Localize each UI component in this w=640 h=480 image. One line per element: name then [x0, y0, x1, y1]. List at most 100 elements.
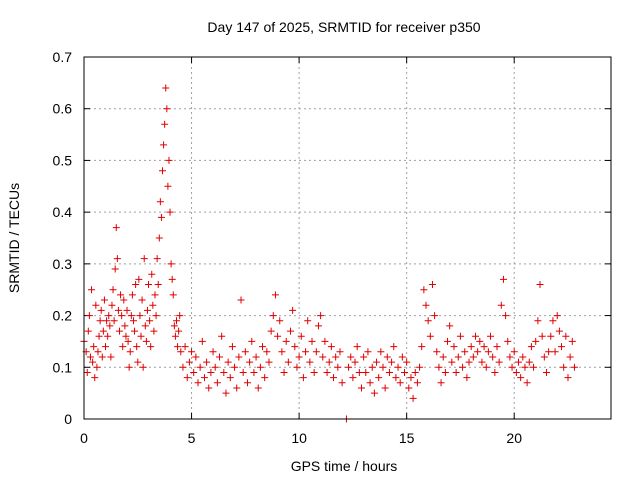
data-point: [508, 363, 516, 371]
axis-ticks: 0 0.1 0.2 0.3 0.4 0.5 0.6 0.7 0 5 10 15 20: [53, 49, 611, 446]
data-point: [157, 213, 165, 221]
data-point: [284, 358, 292, 366]
data-point: [476, 337, 484, 345]
data-point: [383, 353, 391, 361]
data-point: [137, 332, 145, 340]
data-point: [381, 384, 389, 392]
data-point: [154, 281, 162, 289]
data-point: [416, 363, 424, 371]
data-point: [484, 348, 492, 356]
data-point: [336, 348, 344, 356]
chart-title: Day 147 of 2025, SRMTID for receiver p35…: [207, 19, 480, 35]
data-point: [138, 296, 146, 304]
data-point: [98, 353, 106, 361]
data-point: [424, 317, 432, 325]
data-point: [280, 368, 288, 376]
data-point: [547, 332, 555, 340]
y-axis-label: SRMTID / TECUs: [6, 183, 22, 293]
data-point: [222, 389, 230, 397]
data-point: [538, 332, 546, 340]
data-point: [174, 343, 182, 351]
data-point: [308, 337, 316, 345]
data-point: [295, 353, 303, 361]
data-point: [218, 332, 226, 340]
data-point: [545, 348, 553, 356]
data-point: [392, 374, 400, 382]
data-point: [126, 348, 134, 356]
data-point: [267, 327, 275, 335]
data-point: [156, 198, 164, 206]
data-point: [179, 363, 187, 371]
data-point: [388, 358, 396, 366]
data-point: [83, 368, 91, 376]
data-point: [317, 312, 325, 320]
data-point: [129, 317, 137, 325]
data-point: [198, 337, 206, 345]
data-point: [349, 374, 357, 382]
data-point: [134, 358, 142, 366]
data-point: [108, 301, 116, 309]
data-point: [286, 327, 294, 335]
data-point: [121, 322, 129, 330]
x-tick-label: 5: [188, 430, 196, 446]
data-point: [467, 343, 475, 351]
x-tick-label: 10: [291, 430, 307, 446]
data-point: [502, 312, 510, 320]
data-point: [175, 327, 183, 335]
data-point: [99, 327, 107, 335]
data-point: [91, 374, 99, 382]
data-point: [133, 343, 141, 351]
y-tick-label: 0.5: [53, 152, 73, 168]
data-point: [274, 332, 282, 340]
data-point: [345, 363, 353, 371]
data-point: [409, 394, 417, 402]
data-point: [90, 343, 98, 351]
data-point: [243, 379, 251, 387]
data-point: [252, 353, 260, 361]
data-point: [332, 353, 340, 361]
data-point: [338, 379, 346, 387]
data-point: [114, 306, 122, 314]
data-point: [177, 348, 185, 356]
data-point: [540, 353, 548, 361]
data-point: [124, 337, 132, 345]
data-point: [159, 167, 167, 175]
data-point: [233, 384, 241, 392]
data-point: [497, 301, 505, 309]
data-point: [188, 348, 196, 356]
data-point: [282, 337, 290, 345]
data-point: [506, 353, 514, 361]
data-point: [312, 348, 320, 356]
data-point: [226, 374, 234, 382]
data-point: [149, 301, 157, 309]
data-point: [469, 353, 477, 361]
data-point: [170, 322, 178, 330]
data-point: [515, 358, 523, 366]
data-point: [166, 208, 174, 216]
data-point: [495, 358, 503, 366]
data-point: [203, 358, 211, 366]
data-point: [413, 379, 421, 387]
data-point: [454, 353, 462, 361]
data-point: [459, 363, 467, 371]
data-point: [299, 374, 307, 382]
data-point: [95, 332, 103, 340]
data-point: [151, 291, 159, 299]
data-point: [422, 301, 430, 309]
data-point: [446, 322, 454, 330]
data-point: [441, 368, 449, 376]
data-point: [370, 389, 378, 397]
data-point: [169, 291, 177, 299]
data-point: [96, 317, 104, 325]
data-point: [314, 322, 322, 330]
data-point: [289, 306, 297, 314]
data-point: [135, 275, 143, 283]
data-point: [263, 348, 271, 356]
data-point: [439, 353, 447, 361]
plot-frame: [83, 56, 612, 420]
data-point: [248, 337, 256, 345]
data-point: [394, 363, 402, 371]
data-point: [265, 358, 273, 366]
data-point: [100, 296, 108, 304]
data-point: [525, 358, 533, 366]
